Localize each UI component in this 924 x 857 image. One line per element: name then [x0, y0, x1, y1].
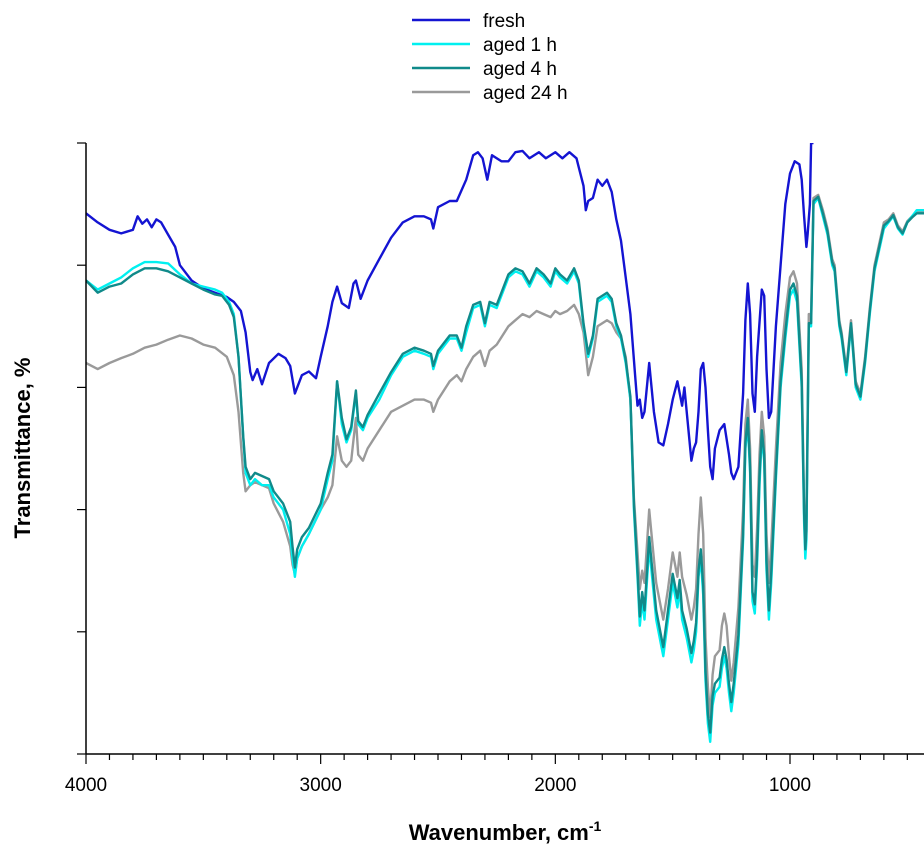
legend-label: aged 4 h [483, 59, 557, 80]
x-tick-label: 1000 [769, 775, 811, 796]
legend-label: aged 1 h [483, 35, 557, 56]
series-layer [86, 143, 924, 743]
series-line-aged-1-h [86, 196, 924, 743]
y-axis-ticks [77, 142, 86, 755]
x-axis-ticks: 4000 3000 2000 1000 [65, 754, 908, 796]
legend-label: fresh [483, 11, 525, 32]
x-tick-label: 3000 [300, 775, 342, 796]
x-axis-title: Wavenumber, cm-1 [409, 818, 602, 845]
x-tick-label: 2000 [534, 775, 576, 796]
x-tick-label: 4000 [65, 775, 107, 796]
legend: fresh aged 1 h aged 4 h aged 24 h [412, 11, 568, 104]
series-line-fresh [86, 143, 814, 481]
series-line-aged-4-h [86, 195, 924, 734]
y-axis-title: Transmittance, % [10, 358, 35, 539]
series-line-aged-24-h [86, 193, 924, 719]
legend-label: aged 24 h [483, 83, 568, 104]
